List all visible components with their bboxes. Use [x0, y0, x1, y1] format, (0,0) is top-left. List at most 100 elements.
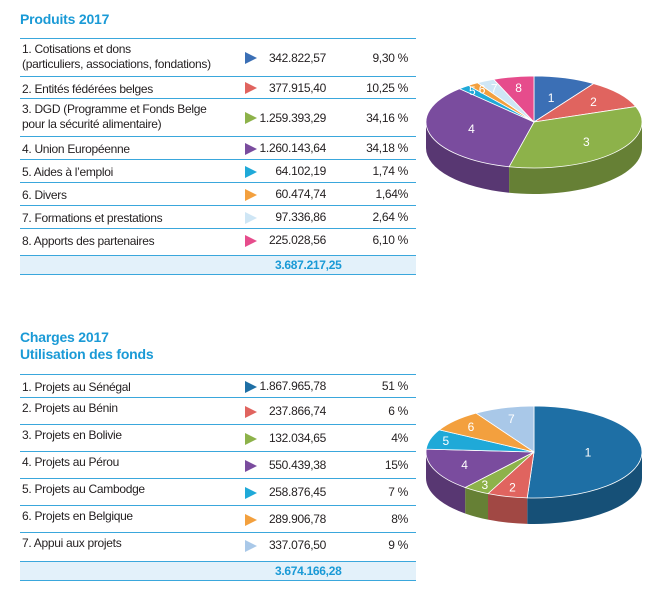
row-label: 3. DGD (Programme et Fonds Belge pour la…	[22, 102, 207, 131]
pie-slice-label: 4	[461, 458, 468, 472]
row-label: 8. Apports des partenaires	[22, 234, 155, 248]
row-amount: 342.822,57	[268, 50, 326, 65]
pie-slice	[508, 106, 643, 169]
row-label: 2. Projets au Bénin	[22, 401, 118, 415]
legend-marker-icon	[245, 82, 257, 94]
table-row: 4. Projets au Pérou 550.439,38 15%	[20, 451, 416, 479]
row-percent: 15%	[384, 458, 408, 472]
row-amount: 64.102,19	[275, 164, 326, 178]
pie-slice-side	[465, 487, 489, 520]
row-label: 6. Divers	[22, 188, 67, 202]
legend-marker-icon	[245, 165, 257, 178]
charges-pie-chart: 1 2 345 6 7	[425, 405, 643, 524]
pie-slice-label: 1	[548, 91, 555, 105]
table-row: 1. Projets au Sénégal 1.867.965,78 51 %	[20, 374, 416, 398]
legend-marker-icon	[245, 486, 257, 499]
table-row: 7. Formations et prestations 97.336,86 2,6…	[20, 205, 416, 229]
row-percent: 4%	[391, 431, 408, 445]
legend-marker-icon	[245, 432, 257, 445]
row-percent: 1,74 %	[372, 164, 408, 178]
pie-slice	[526, 405, 643, 499]
table-row: 7. Appui aux projets 337.076,50 9 %	[20, 532, 416, 558]
pie-slice	[492, 75, 535, 124]
pie-slice-side	[426, 452, 466, 514]
total-row: 3.674.166,28	[20, 561, 416, 581]
row-amount: 1.867.965,78	[259, 379, 327, 393]
row-percent: 7 %	[388, 485, 408, 499]
row-label: 6. Projets en Belgique	[22, 509, 133, 523]
row-amount: 289.906,78	[268, 512, 326, 526]
row-amount: 377.915,40	[268, 80, 326, 95]
row-label: 4. Projets au Pérou	[22, 455, 120, 469]
row-percent: 34,18 %	[366, 141, 408, 155]
row-amount: 1.260.143,64	[259, 141, 327, 155]
table-row: 4. Union Européenne 1.260.143,64 34,18 %	[20, 136, 416, 160]
pie-slice	[475, 405, 535, 453]
pie-slice-label: 2	[509, 481, 516, 495]
table-row: 5. Aides à l’emploi 64.102,19 1,74 %	[20, 159, 416, 183]
row-amount: 97.336,86	[275, 210, 326, 224]
pie-slice-label: 6	[468, 420, 475, 434]
row-percent: 34,16 %	[366, 110, 408, 125]
total-amount: 3.687.217,25	[275, 258, 342, 272]
row-amount: 1.259.393,29	[259, 110, 327, 125]
table-row: 3. DGD (Programme et Fonds Belge pour la…	[20, 98, 416, 137]
table-row: 3. Projets en Bolivie 132.034,65 4%	[20, 424, 416, 452]
row-amount: 225.028,56	[268, 233, 326, 247]
pie-slice-label: 7	[491, 81, 498, 95]
pie-slice-side	[509, 122, 642, 194]
row-amount: 337.076,50	[268, 538, 326, 552]
legend-marker-icon	[245, 211, 257, 224]
produits-pie-chart: 1 2 3 4 5 6 7 8	[425, 75, 643, 194]
pie-slice-label: 2	[590, 95, 597, 109]
pie-slice	[425, 448, 535, 488]
legend-marker-icon	[245, 405, 257, 418]
charges-title: Charges 2017	[20, 329, 109, 345]
row-label: 7. Appui aux projets	[22, 536, 122, 550]
row-label: 5. Aides à l’emploi	[22, 165, 114, 179]
row-percent: 10,25 %	[366, 80, 408, 95]
table-row: 6. Divers 60.474,74 1,64%	[20, 182, 416, 206]
legend-marker-icon	[245, 188, 257, 201]
legend-marker-icon	[245, 112, 257, 124]
table-row: 5. Projets au Cambodge 258.876,45 7 %	[20, 478, 416, 506]
row-label: 2. Entités fédérées belges	[22, 82, 153, 96]
legend-marker-icon	[245, 459, 257, 472]
pie-slice-label: 6	[479, 83, 486, 97]
legend-marker-icon	[245, 539, 257, 552]
row-label: 3. Projets en Bolivie	[22, 428, 122, 442]
row-label: 1. Projets au Sénégal	[22, 380, 131, 394]
row-percent: 9,30 %	[372, 50, 408, 65]
pie-slice-label: 8	[515, 81, 522, 95]
produits-title: Produits 2017	[20, 11, 110, 27]
legend-marker-icon	[245, 142, 257, 155]
row-amount: 132.034,65	[268, 431, 326, 445]
pie-slice-side	[426, 122, 510, 193]
total-amount: 3.674.166,28	[275, 564, 342, 578]
pie-slice-label: 5	[469, 84, 476, 98]
row-label: 7. Formations et prestations	[22, 211, 163, 225]
pie-slice	[533, 83, 637, 123]
legend-marker-icon	[245, 513, 257, 526]
table-row: 8. Apports des partenaires 225.028,56 6,10…	[20, 228, 416, 252]
legend-marker-icon	[245, 380, 257, 393]
row-amount: 60.474,74	[275, 187, 326, 201]
table-row: 1. Cotisations et dons (particuliers, as…	[20, 38, 416, 77]
legend-marker-icon	[245, 52, 257, 64]
pie-slice-label: 4	[468, 122, 475, 136]
row-percent: 6 %	[388, 404, 408, 418]
row-label: 4. Union Européenne	[22, 142, 130, 156]
pie-slice-label: 1	[585, 446, 592, 460]
table-row: 6. Projets en Belgique 289.906,78 8%	[20, 505, 416, 533]
row-label: 1. Cotisations et dons (particuliers, as…	[22, 42, 211, 71]
row-percent: 1,64%	[375, 187, 408, 201]
row-percent: 8%	[391, 512, 408, 526]
pie-slice	[425, 88, 535, 168]
row-amount: 550.439,38	[268, 458, 326, 472]
pie-slice-label: 7	[508, 412, 515, 426]
row-label: 5. Projets au Cambodge	[22, 482, 145, 496]
row-percent: 2,64 %	[372, 210, 408, 224]
total-row: 3.687.217,25	[20, 255, 416, 275]
row-percent: 6,10 %	[372, 233, 408, 247]
table-row: 2. Projets au Bénin 237.866,74 6 %	[20, 397, 416, 425]
